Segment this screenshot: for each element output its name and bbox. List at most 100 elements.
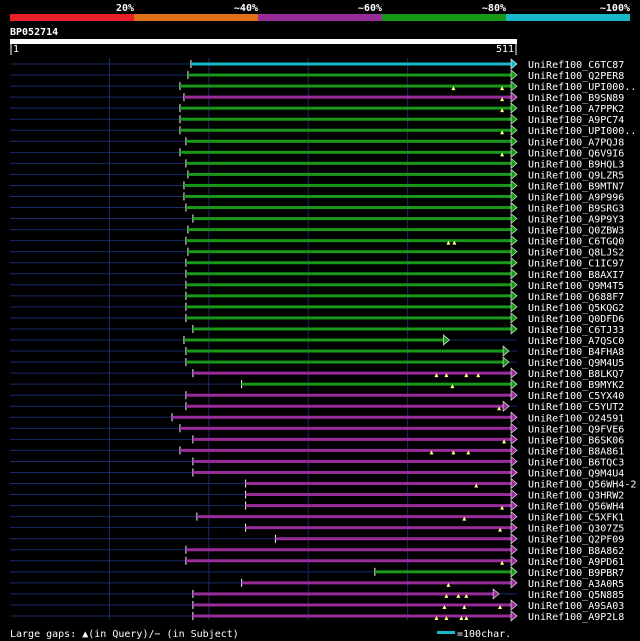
hit-label[interactable]: UniRef100_B9SN89 [528, 93, 624, 104]
hit-label[interactable]: UniRef100_B9PBR7 [528, 568, 624, 579]
hit-label[interactable]: UniRef100_Q9FVE6 [528, 424, 624, 435]
hit-label[interactable]: UniRef100_Q0ZBW3 [528, 226, 624, 237]
hit-row[interactable]: UniRef100_B8LKQ7 [10, 367, 624, 380]
hit-label[interactable]: UniRef100_B6SK06 [528, 435, 624, 446]
hit-label[interactable]: UniRef100_Q56WH4 [528, 502, 624, 513]
hit-row[interactable]: UniRef100_B8A862 [10, 544, 624, 557]
hit-label[interactable]: UniRef100_A3A0R5 [528, 579, 624, 590]
hit-label[interactable]: UniRef100_C1IC97 [528, 259, 624, 270]
hit-label[interactable]: UniRef100_Q6V9I6 [528, 148, 624, 159]
hit-row[interactable]: UniRef100_Q8LJS2 [10, 246, 624, 259]
hit-label[interactable]: UniRef100_A7PQJ8 [528, 137, 624, 148]
hit-label[interactable]: UniRef100_B8LKQ7 [528, 369, 624, 380]
hit-row[interactable]: UniRef100_Q56WH4 [10, 499, 624, 513]
hit-label[interactable]: UniRef100_UPI000.. [528, 82, 636, 93]
hit-label[interactable]: UniRef100_A7QSC0 [528, 336, 624, 347]
hit-row[interactable]: UniRef100_Q0DFD6 [10, 312, 624, 325]
hit-label[interactable]: UniRef100_B9MTN7 [528, 181, 624, 192]
hit-label[interactable]: UniRef100_Q307Z5 [528, 524, 624, 535]
hit-label[interactable]: UniRef100_Q9M4U4 [528, 468, 624, 479]
hit-row[interactable]: UniRef100_Q9M4U5 [10, 356, 624, 369]
hit-label[interactable]: UniRef100_A9PC74 [528, 115, 624, 126]
hit-label[interactable]: UniRef100_A9SA03 [528, 601, 624, 612]
hit-row[interactable]: UniRef100_C5YX40 [10, 389, 624, 402]
hit-row[interactable]: UniRef100_Q6V9I6 [10, 146, 624, 159]
hit-row[interactable]: UniRef100_A7QSC0 [10, 334, 624, 347]
hit-row[interactable]: UniRef100_C6TJ33 [10, 323, 624, 336]
hit-row[interactable]: UniRef100_A3A0R5 [10, 577, 624, 590]
hit-label[interactable]: UniRef100_Q9M4U5 [528, 358, 624, 369]
hit-label[interactable]: UniRef100_C5XFK1 [528, 513, 624, 524]
hit-row[interactable]: UniRef100_C5XFK1 [10, 510, 624, 524]
hit-row[interactable]: UniRef100_A9P996 [10, 190, 624, 203]
hit-row[interactable]: UniRef100_A9SA03 [10, 599, 624, 612]
hit-row[interactable]: UniRef100_A9PD61 [10, 555, 624, 568]
hit-row[interactable]: UniRef100_Q9M4T5 [10, 279, 624, 292]
hit-label[interactable]: UniRef100_C5YX40 [528, 391, 624, 402]
hit-row[interactable]: UniRef100_A9PC74 [10, 113, 624, 126]
hit-label[interactable]: UniRef100_B8AXI7 [528, 270, 624, 281]
hit-label[interactable]: UniRef100_B4FHA8 [528, 347, 624, 358]
hit-label[interactable]: UniRef100_B9SRG3 [528, 204, 624, 215]
hit-row[interactable]: UniRef100_B8AXI7 [10, 268, 624, 281]
hit-label[interactable]: UniRef100_Q9LZR5 [528, 170, 624, 181]
hit-row[interactable]: UniRef100_Q3HRW2 [10, 488, 624, 502]
hit-label[interactable]: UniRef100_B9HQL3 [528, 159, 624, 170]
hit-row[interactable]: UniRef100_B6SK06 [10, 433, 624, 446]
hit-label[interactable]: UniRef100_Q9M4T5 [528, 281, 624, 292]
hit-row[interactable]: UniRef100_B9MYK2 [10, 378, 624, 391]
hit-row[interactable]: UniRef100_B9MTN7 [10, 179, 624, 192]
hit-row[interactable]: UniRef100_C6TC87 [10, 58, 624, 71]
hit-row[interactable]: UniRef100_UPI000.. [10, 80, 636, 93]
hit-label[interactable]: UniRef100_Q3HRW2 [528, 491, 624, 502]
hit-row[interactable]: UniRef100_A7PPK2 [10, 102, 624, 115]
hit-label[interactable]: UniRef100_B6TQC3 [528, 457, 624, 468]
hit-label[interactable]: UniRef100_C5YUT2 [528, 402, 624, 413]
hit-row[interactable]: UniRef100_Q5N885 [10, 588, 624, 601]
hit-label[interactable]: UniRef100_Q688F7 [528, 292, 624, 303]
hit-label[interactable]: UniRef100_Q56WH4-2 [528, 480, 636, 491]
hit-row[interactable]: UniRef100_UPI000.. [10, 124, 636, 137]
hit-row[interactable]: UniRef100_C1IC97 [10, 257, 624, 270]
hit-row[interactable]: UniRef100_B9HQL3 [10, 157, 624, 170]
hit-row[interactable]: UniRef100_O24591 [10, 411, 624, 424]
hit-label[interactable]: UniRef100_UPI000.. [528, 126, 636, 137]
hit-label[interactable]: UniRef100_C6TC87 [528, 60, 624, 71]
hit-row[interactable]: UniRef100_C5YUT2 [10, 400, 624, 413]
hit-rows[interactable]: UniRef100_C6TC87UniRef100_Q2PER8UniRef10… [10, 58, 636, 623]
hit-label[interactable]: UniRef100_C6TGQ0 [528, 237, 624, 248]
hit-label[interactable]: UniRef100_O24591 [528, 413, 624, 424]
hit-label[interactable]: UniRef100_Q5KQG2 [528, 303, 624, 314]
hit-label[interactable]: UniRef100_A9P9Y3 [528, 215, 624, 226]
hit-label[interactable]: UniRef100_A7PPK2 [528, 104, 624, 115]
hit-row[interactable]: UniRef100_B9SN89 [10, 91, 624, 104]
hit-row[interactable]: UniRef100_C6TGQ0 [10, 234, 624, 248]
hit-row[interactable]: UniRef100_A7PQJ8 [10, 135, 624, 148]
hit-label[interactable]: UniRef100_A9PD61 [528, 557, 624, 568]
hit-label[interactable]: UniRef100_Q2PER8 [528, 71, 624, 82]
hit-row[interactable]: UniRef100_Q9LZR5 [10, 168, 624, 181]
hit-row[interactable]: UniRef100_Q2PER8 [10, 69, 624, 82]
hit-label[interactable]: UniRef100_C6TJ33 [528, 325, 624, 336]
hit-label[interactable]: UniRef100_Q5N885 [528, 590, 624, 601]
hit-row[interactable]: UniRef100_B6TQC3 [10, 455, 624, 468]
hit-row[interactable]: UniRef100_B9SRG3 [10, 201, 624, 215]
hit-label[interactable]: UniRef100_Q8LJS2 [528, 248, 624, 259]
hit-row[interactable]: UniRef100_A9P9Y3 [10, 212, 624, 226]
hit-label[interactable]: UniRef100_B8A861 [528, 446, 624, 457]
hit-label[interactable]: UniRef100_A9P996 [528, 192, 624, 203]
hit-row[interactable]: UniRef100_Q688F7 [10, 290, 624, 303]
hit-row[interactable]: UniRef100_Q0ZBW3 [10, 223, 624, 237]
hit-row[interactable]: UniRef100_Q9M4U4 [10, 466, 624, 479]
hit-row[interactable]: UniRef100_B9PBR7 [10, 566, 624, 579]
hit-label[interactable]: UniRef100_Q2PF09 [528, 535, 624, 546]
hit-row[interactable]: UniRef100_Q9FVE6 [10, 422, 624, 435]
hit-label[interactable]: UniRef100_B8A862 [528, 546, 624, 557]
hit-row[interactable]: UniRef100_A9P2L8 [10, 610, 624, 623]
hit-row[interactable]: UniRef100_B4FHA8 [10, 345, 624, 358]
hit-row[interactable]: UniRef100_Q307Z5 [10, 522, 624, 535]
hit-row[interactable]: UniRef100_Q5KQG2 [10, 301, 624, 314]
hit-label[interactable]: UniRef100_B9MYK2 [528, 380, 624, 391]
hit-label[interactable]: UniRef100_Q0DFD6 [528, 314, 624, 325]
hit-label[interactable]: UniRef100_A9P2L8 [528, 612, 624, 623]
